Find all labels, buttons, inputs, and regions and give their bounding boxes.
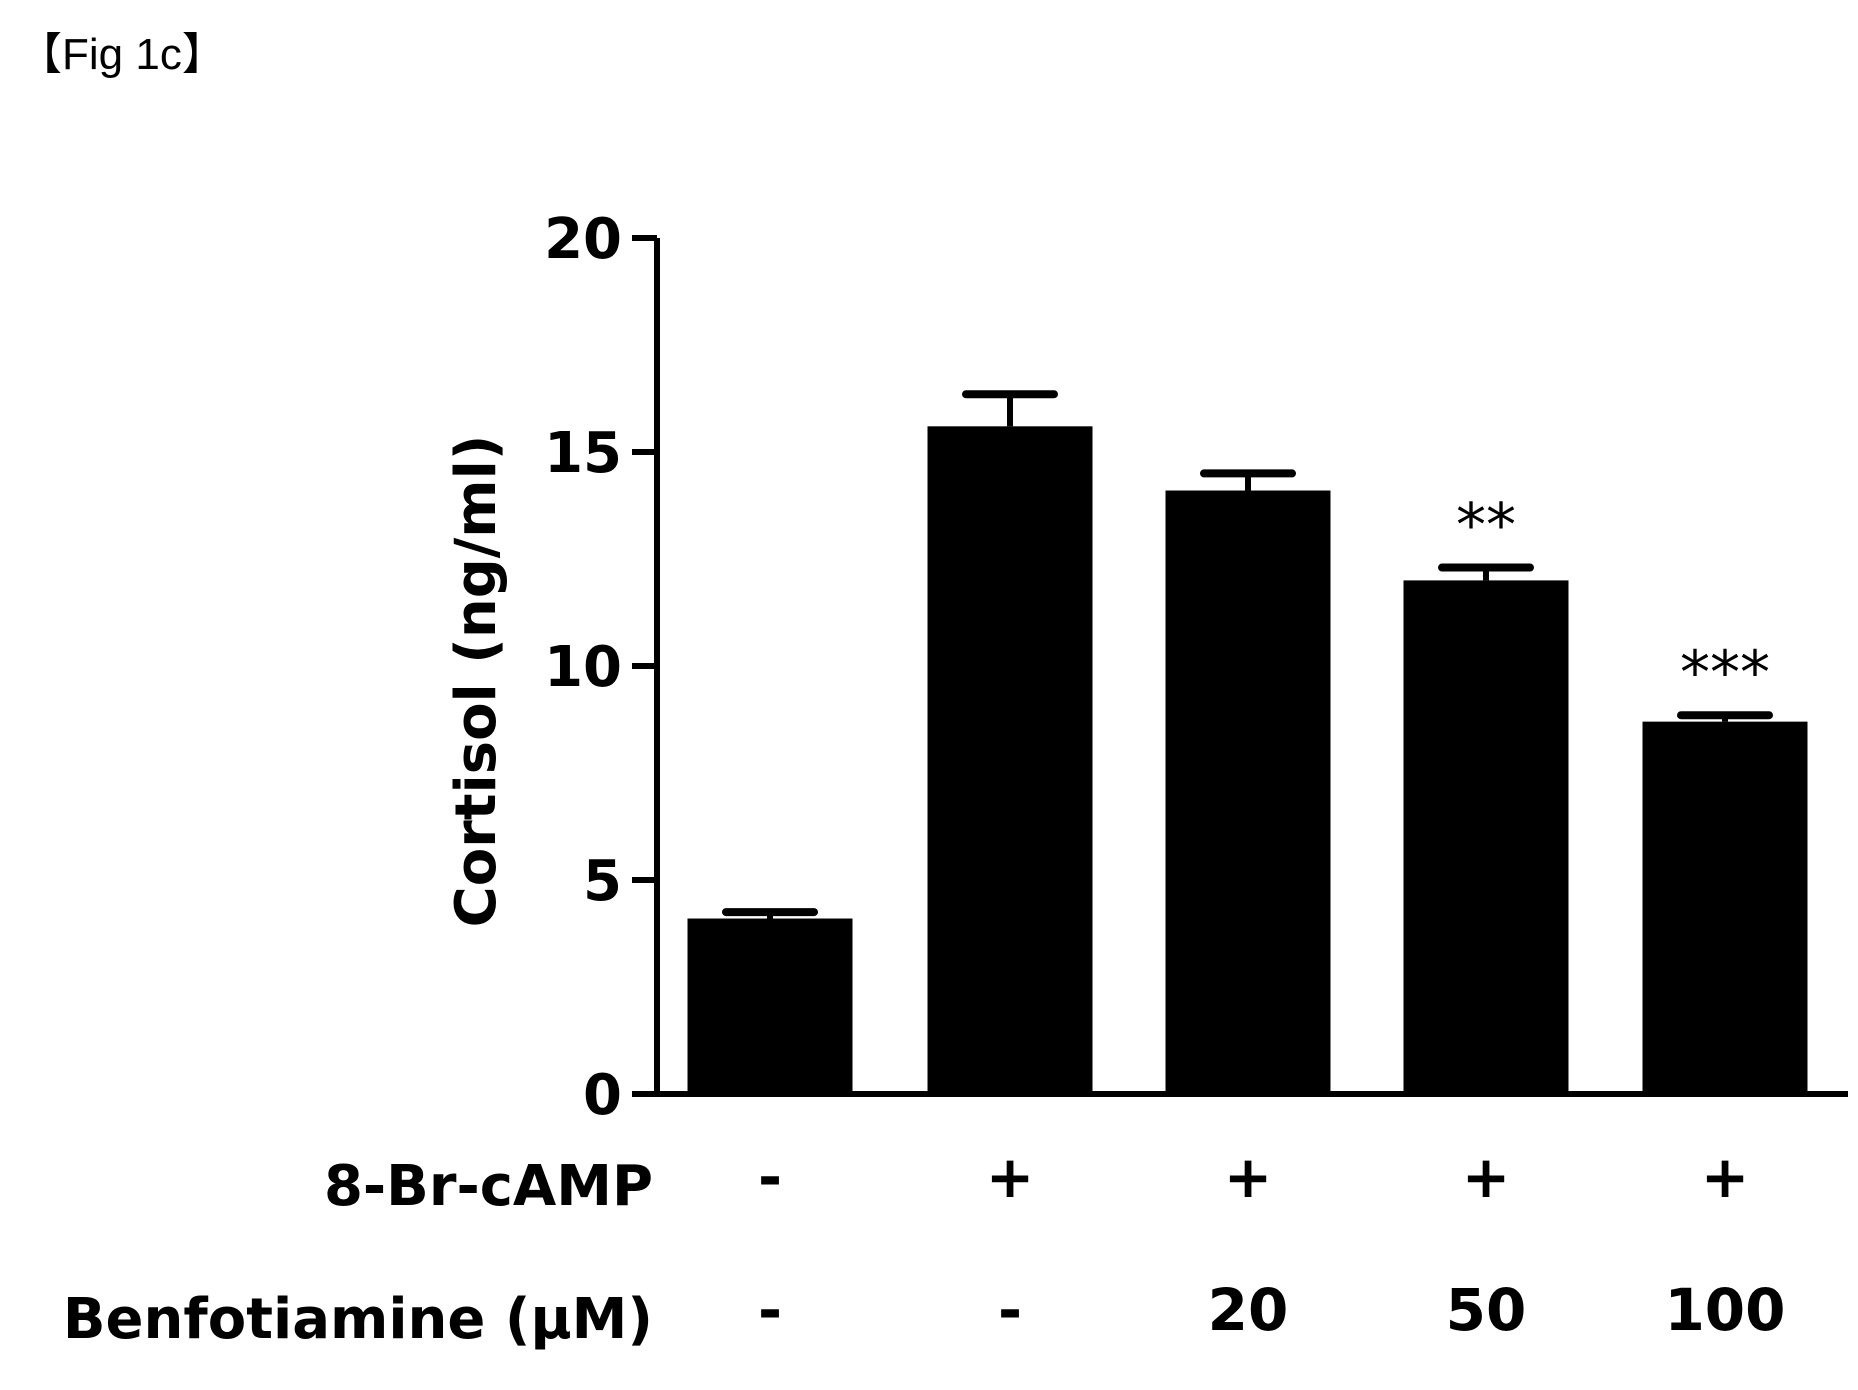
condition-row-label-2: Benfotiamine (μM) xyxy=(63,1287,653,1352)
labels: *****8-Br-cAMP - + + + +Benfotiamine (μM) - -20… xyxy=(63,491,1786,1352)
condition-row-label-1: 8-Br-cAMP xyxy=(324,1154,653,1219)
y-tick-label: 0 xyxy=(583,1063,622,1128)
condition-value-1-2: + xyxy=(986,1143,1035,1211)
y-axis-title: Cortisol (ng/ml) xyxy=(444,435,509,928)
condition-value-1-4: + xyxy=(1462,1143,1511,1211)
bar-4 xyxy=(1403,580,1569,1094)
condition-value-1-5: + xyxy=(1701,1143,1750,1211)
condition-value-1-1: - xyxy=(758,1143,782,1211)
bar-1 xyxy=(687,918,853,1094)
significance-label-5: *** xyxy=(1680,638,1770,708)
bar-5 xyxy=(1642,721,1808,1094)
y-tick-label: 5 xyxy=(583,849,622,914)
significance-label-4: ** xyxy=(1456,491,1516,561)
condition-value-2-4: 50 xyxy=(1446,1276,1527,1344)
y-tick-label: 20 xyxy=(544,207,622,272)
bars xyxy=(687,390,1808,1094)
condition-value-1-3: + xyxy=(1224,1143,1273,1211)
condition-value-2-2: - xyxy=(998,1276,1022,1344)
condition-value-2-3: 20 xyxy=(1208,1276,1289,1344)
y-tick-label: 10 xyxy=(544,635,622,700)
figure-label: 【Fig 1c】 xyxy=(18,30,226,79)
condition-value-2-1: - xyxy=(758,1276,782,1344)
condition-value-2-5: 100 xyxy=(1664,1276,1785,1344)
y-tick-label: 15 xyxy=(544,421,622,486)
bar-3 xyxy=(1165,490,1331,1094)
bar-2 xyxy=(927,426,1093,1094)
axes: 0 5 10 15 20 Cortisol (ng/ml) xyxy=(444,207,1848,1128)
